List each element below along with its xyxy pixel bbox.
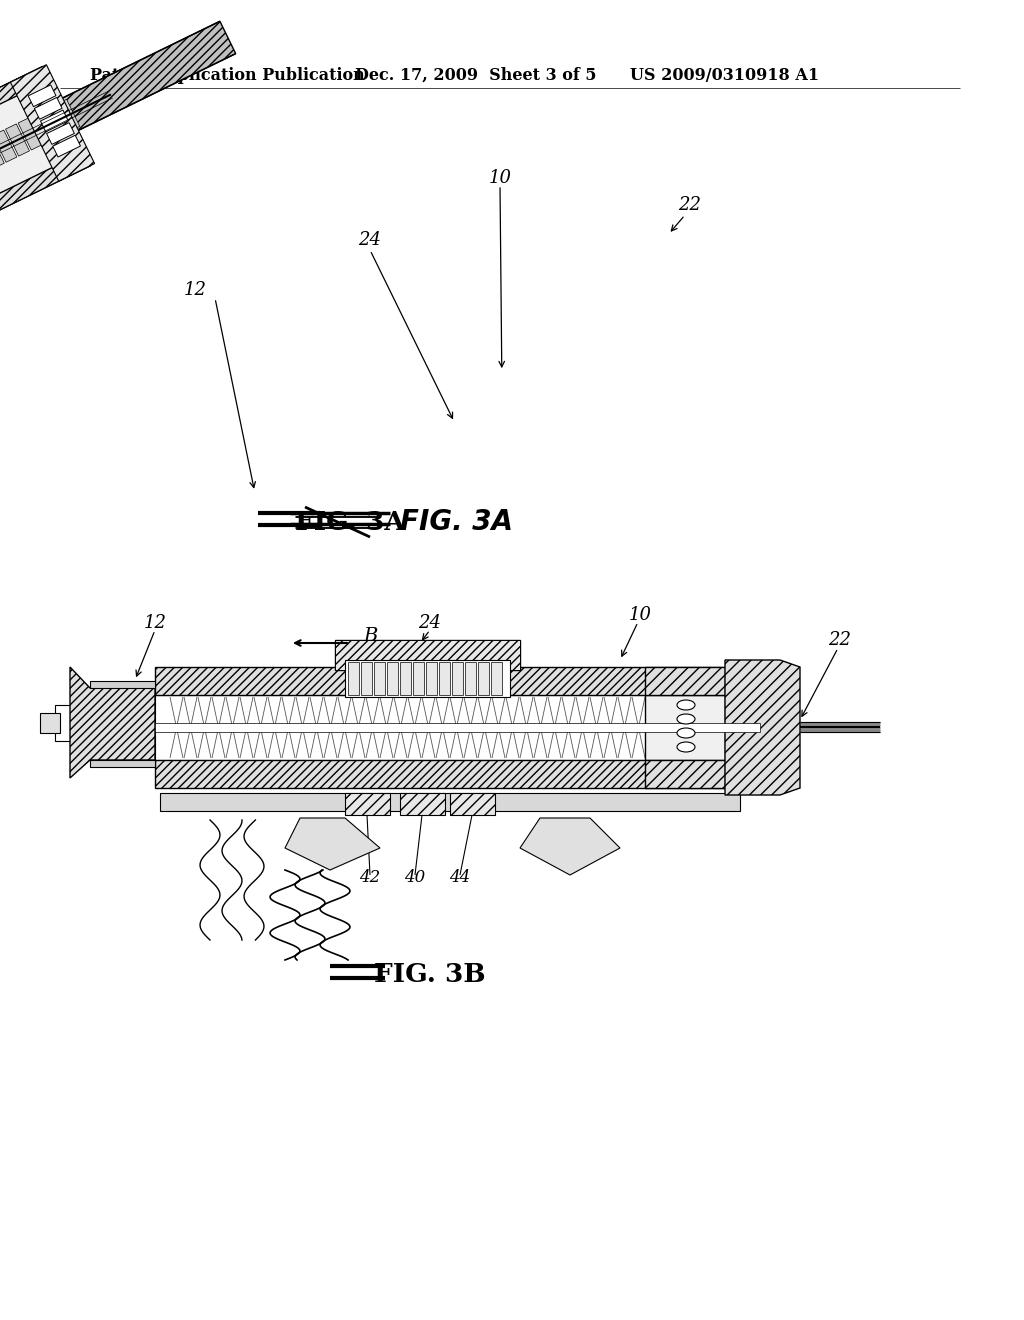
Text: 10: 10 [629, 606, 651, 624]
Text: 44: 44 [450, 870, 471, 887]
Text: 24: 24 [419, 614, 441, 632]
Polygon shape [0, 67, 90, 350]
Bar [345, 793, 390, 814]
Bar [413, 663, 424, 696]
Polygon shape [5, 124, 30, 156]
Polygon shape [0, 149, 90, 350]
Text: 10: 10 [488, 169, 512, 187]
Bar [155, 696, 655, 760]
Polygon shape [58, 21, 236, 132]
Polygon shape [0, 136, 4, 169]
Bar [645, 760, 725, 788]
Text: 22: 22 [828, 631, 852, 649]
Bar [490, 663, 502, 696]
Bar [645, 696, 725, 760]
Bar [55, 705, 95, 741]
Bar [478, 663, 489, 696]
Polygon shape [0, 131, 16, 162]
Text: FIG. 3A: FIG. 3A [295, 510, 404, 535]
Polygon shape [56, 99, 80, 132]
Text: US 2009/0310918 A1: US 2009/0310918 A1 [630, 66, 819, 83]
Bar [335, 640, 520, 671]
Ellipse shape [677, 714, 695, 723]
Polygon shape [41, 110, 69, 132]
Polygon shape [285, 818, 380, 870]
Text: 12: 12 [143, 614, 167, 632]
Bar [155, 760, 760, 788]
Bar [374, 663, 385, 696]
Bar [645, 667, 725, 696]
Ellipse shape [677, 729, 695, 738]
Bar [90, 681, 155, 688]
Text: FIG. 3B: FIG. 3B [374, 962, 485, 987]
Bar [345, 660, 510, 697]
Bar [335, 640, 520, 671]
Text: 22: 22 [679, 195, 701, 214]
Polygon shape [0, 67, 50, 267]
Polygon shape [725, 660, 800, 795]
Polygon shape [29, 84, 56, 107]
Bar [439, 663, 450, 696]
Text: B: B [362, 627, 377, 645]
Polygon shape [18, 117, 42, 150]
Polygon shape [47, 123, 75, 144]
Text: 40: 40 [404, 870, 426, 887]
Bar [160, 793, 740, 810]
Bar [465, 663, 476, 696]
Polygon shape [35, 98, 62, 119]
Bar [155, 667, 760, 696]
Text: 24: 24 [358, 231, 382, 249]
Bar [450, 793, 495, 814]
Polygon shape [0, 81, 84, 210]
Bar [155, 723, 760, 733]
Bar [348, 663, 359, 696]
Ellipse shape [677, 700, 695, 710]
Bar [361, 663, 372, 696]
Bar [387, 663, 398, 696]
Text: Patent Application Publication: Patent Application Publication [90, 66, 365, 83]
Bar [90, 760, 155, 767]
Polygon shape [43, 106, 68, 137]
Bar [426, 663, 437, 696]
Bar [400, 793, 445, 814]
Polygon shape [53, 135, 81, 157]
Text: 42: 42 [359, 870, 381, 887]
Bar [400, 663, 411, 696]
Bar [452, 663, 463, 696]
Text: Dec. 17, 2009  Sheet 3 of 5: Dec. 17, 2009 Sheet 3 of 5 [355, 66, 597, 83]
Ellipse shape [677, 742, 695, 752]
Text: FIG. 3A: FIG. 3A [400, 508, 513, 536]
Polygon shape [520, 818, 620, 875]
Polygon shape [10, 65, 94, 181]
Bar [40, 713, 60, 733]
Text: 12: 12 [183, 281, 207, 300]
Polygon shape [70, 667, 155, 777]
Polygon shape [31, 112, 54, 144]
